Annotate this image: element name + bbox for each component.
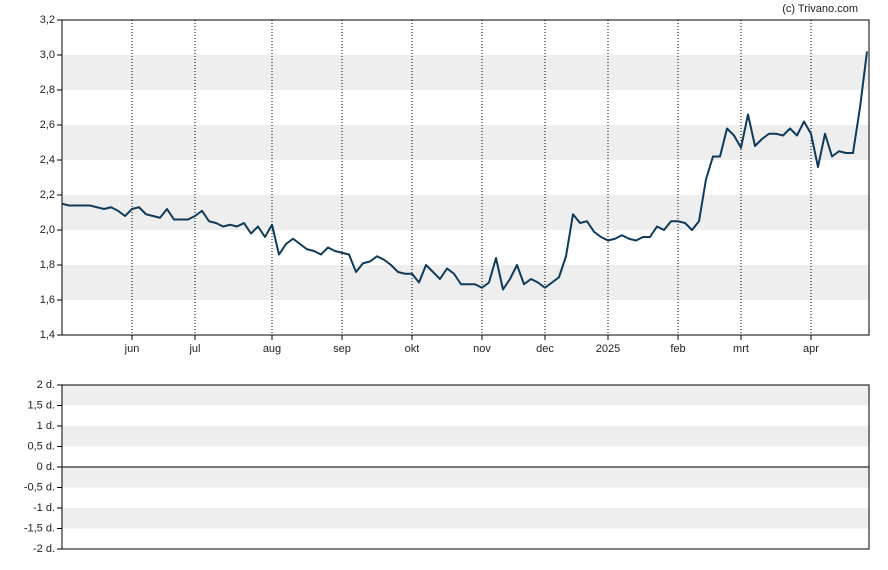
y-tick-label: 1,6 [40,294,55,306]
x-tick-label: dec [536,343,554,355]
y-tick-label: 3,2 [40,14,55,26]
y-tick-label: 1 d. [37,420,55,432]
x-tick-label: mrt [733,343,749,355]
source: (c) Trivano.com [782,3,858,15]
grid-band [62,195,869,230]
y-tick-label: -1,5 d. [24,522,55,534]
grid-band [62,467,869,488]
y-tick-label: 2,0 [40,224,55,236]
x-tick-label: okt [405,343,420,355]
x-tick-label: sep [333,343,351,355]
grid-band [62,385,869,406]
x-tick-label: jun [124,343,140,355]
y-tick-label: -1 d. [33,502,55,514]
y-tick-label: 1,5 d. [27,399,55,411]
grid-band [62,55,869,90]
y-tick-label: 1,8 [40,259,55,271]
grid-band [62,426,869,447]
grid-band [62,265,869,300]
x-tick-label: jul [188,343,200,355]
x-tick-label: aug [263,343,281,355]
x-tick-label: nov [473,343,491,355]
y-tick-label: 2 d. [37,379,55,391]
y-tick-label: -0,5 d. [24,481,55,493]
y-tick-label: -2 d. [33,543,55,555]
y-tick-label: 2,8 [40,84,55,96]
price-line [61,51,868,291]
y-tick-label: 2,4 [40,154,55,166]
y-tick-label: 0,5 d. [27,440,55,452]
y-tick-label: 2,2 [40,189,55,201]
grid-band [62,125,869,160]
y-tick-label: 0 d. [37,461,55,473]
x-tick-label: 2025 [596,343,620,355]
x-tick-label: feb [670,343,685,355]
y-tick-label: 3,0 [40,49,55,61]
x-tick-label: apr [803,343,819,355]
plot-frame [61,19,870,336]
grid-band [62,508,869,529]
plot-frame [61,384,870,550]
y-tick-label: 2,6 [40,119,55,131]
y-tick-label: 1,4 [40,329,55,341]
